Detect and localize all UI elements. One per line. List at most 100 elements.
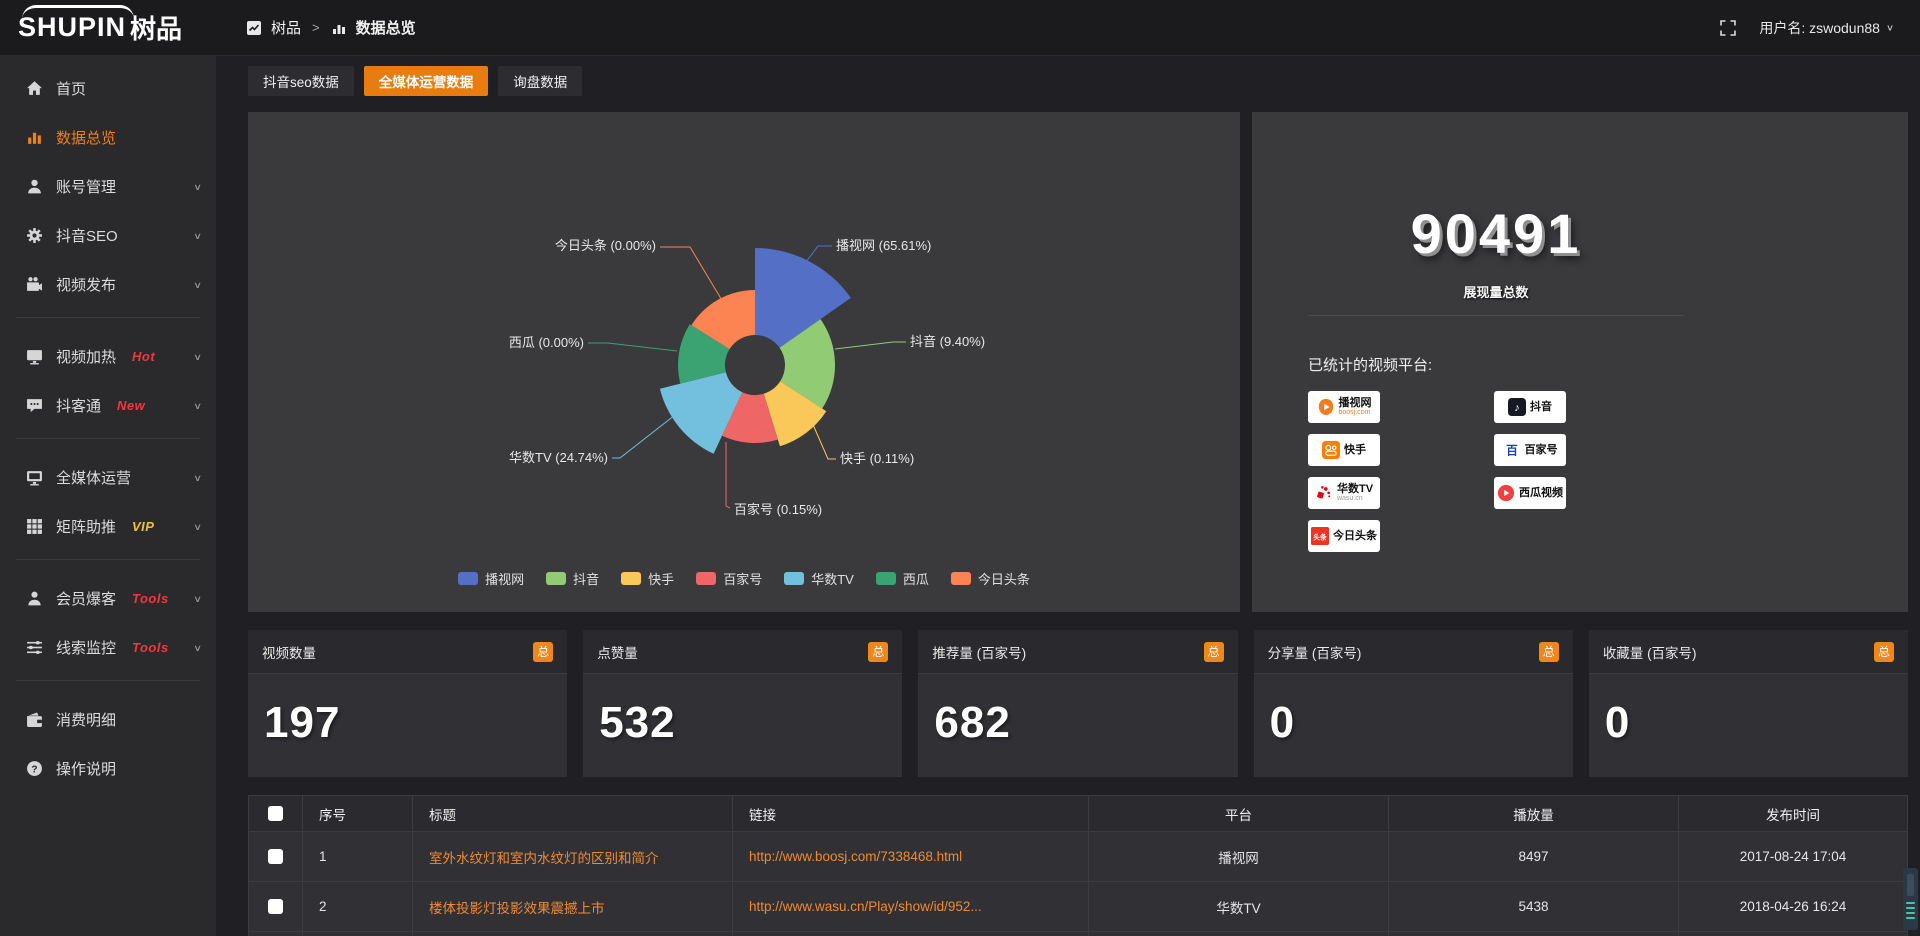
tab-询盘数据[interactable]: 询盘数据 <box>498 66 583 96</box>
pie-slice-西瓜[interactable] <box>678 324 730 384</box>
column-header-标题: 标题 <box>412 795 733 832</box>
pie-label-百家号: 百家号 (0.15%) <box>734 502 822 517</box>
pie-label-今日头条: 今日头条 (0.00%) <box>555 238 656 253</box>
pie-slice-百家号[interactable] <box>722 392 778 444</box>
sidebar-item-线索监控[interactable]: 线索监控 Tools ∨ <box>0 623 216 672</box>
sidebar-item-视频发布[interactable]: 视频发布 ∨ <box>0 260 216 309</box>
chat-icon <box>26 397 43 414</box>
svg-text:?: ? <box>31 764 37 775</box>
select-all-checkbox[interactable] <box>268 806 283 821</box>
legend-item-百家号[interactable]: 百家号 <box>696 569 762 588</box>
rose-pie-chart[interactable]: 播视网 (65.61%) 抖音 (9.40%) 快手 (0.11%) 百家号 (0.1… <box>248 112 1240 552</box>
platform-name: 百家号 <box>1524 443 1558 456</box>
table-header-row: 序号 标题 链接 平台 播放量 发布时间 <box>248 795 1908 832</box>
video-url-link[interactable]: http://www.wasu.cn/Play/show/id/952... <box>749 899 982 914</box>
breadcrumb-current[interactable]: 数据总览 <box>355 20 416 37</box>
row-checkbox[interactable] <box>268 899 283 914</box>
sidebar-item-label: 消费明细 <box>56 712 117 729</box>
sidebar-item-label: 视频加热 <box>56 349 117 366</box>
sidebar-item-首页[interactable]: 首页 <box>0 64 216 113</box>
sidebar: 首页 数据总览 账号管理 ∨ 抖音SEO ∨ 视频发布 ∨ 视频加热 Hot ∨ 抖客通 New ∨ 全媒体… <box>0 56 216 936</box>
video-title-link[interactable]: 楼体投影灯投影效果震撼上市 <box>429 900 605 916</box>
legend-swatch <box>621 572 642 585</box>
tab-全媒体运营数据[interactable]: 全媒体运营数据 <box>363 66 489 96</box>
gear-icon <box>26 227 43 244</box>
chevron-down-icon: ∨ <box>193 472 202 483</box>
user-menu[interactable]: 用户名: zswodun88 ∨ <box>1759 18 1894 38</box>
video-title-link[interactable]: 室外水纹灯和室内水纹灯的区别和简介 <box>429 850 659 866</box>
legend-item-华数TV[interactable]: 华数TV <box>784 569 854 588</box>
sidebar-divider <box>16 680 200 681</box>
pie-slice-快手[interactable] <box>763 381 827 447</box>
videos-table: 序号 标题 链接 平台 播放量 发布时间 1 室外水纹灯和室内水纹灯的区别和简介 http:/… <box>248 795 1908 936</box>
divider <box>1308 315 1684 316</box>
pie-label-西瓜: 西瓜 (0.00%) <box>509 335 584 350</box>
chevron-down-icon: ∨ <box>193 400 202 411</box>
breadcrumb-root[interactable]: 树品 <box>271 20 302 37</box>
kuaishou-logo <box>1322 441 1340 459</box>
sidebar-item-矩阵助推[interactable]: 矩阵助推 VIP ∨ <box>0 502 216 551</box>
widget-handle <box>1907 874 1914 896</box>
legend-item-抖音[interactable]: 抖音 <box>546 569 599 588</box>
sidebar-item-全媒体运营[interactable]: 全媒体运营 ∨ <box>0 453 216 502</box>
stat-value: 197 <box>264 698 341 747</box>
stat-card-header: 视频数量 总 <box>248 630 568 674</box>
legend-item-今日头条[interactable]: 今日头条 <box>950 569 1030 588</box>
platform-logo-grid: 播视网 boosj.com ♪ 抖音 快手 百百家号 华数TV wasu.cn 西瓜视频 头条 今日… <box>1308 391 1684 552</box>
table-row-partial <box>248 931 1908 936</box>
legend-item-播视网[interactable]: 播视网 <box>458 569 524 588</box>
sidebar-item-label: 矩阵助推 <box>56 519 117 536</box>
sidebar-item-会员爆客[interactable]: 会员爆客 Tools ∨ <box>0 574 216 623</box>
question-icon: ? <box>26 760 43 777</box>
pie-label-抖音: 抖音 (9.40%) <box>910 334 985 349</box>
cell-views: 5438 <box>1388 881 1679 932</box>
cell-platform: 华数TV <box>1088 881 1389 932</box>
sidebar-item-label: 抖音SEO <box>56 228 118 245</box>
svg-text:百: 百 <box>1506 445 1518 458</box>
stat-card-header: 推荐量 (百家号) 总 <box>918 630 1238 674</box>
tab-抖音seo数据[interactable]: 抖音seo数据 <box>248 66 354 96</box>
pie-label-line-华数TV <box>612 414 676 459</box>
baijiahao-logo: 百 <box>1502 441 1521 459</box>
bar-chart-icon <box>331 20 347 36</box>
pie-slice-播视网[interactable] <box>755 248 851 348</box>
breadcrumb-separator: > <box>312 20 320 35</box>
stat-card-header: 收藏量 (百家号) 总 <box>1588 630 1909 674</box>
pie-label-播视网: 播视网 (65.61%) <box>836 238 931 253</box>
fullscreen-icon[interactable] <box>1719 19 1737 37</box>
row-checkbox[interactable] <box>268 849 283 864</box>
sidebar-item-label: 视频发布 <box>56 277 117 294</box>
sidebar-item-操作说明[interactable]: ? 操作说明 <box>0 744 216 793</box>
sidebar-item-label: 会员爆客 <box>56 591 117 608</box>
video-url-link[interactable]: http://www.boosj.com/7338468.html <box>749 849 963 864</box>
wasu-logo <box>1315 484 1333 502</box>
sidebar-item-抖音SEO[interactable]: 抖音SEO ∨ <box>0 211 216 260</box>
chevron-down-icon: ∨ <box>1885 23 1894 33</box>
stat-value: 0 <box>1604 698 1631 747</box>
sidebar-badge-VIP: VIP <box>132 519 155 534</box>
sidebar-item-账号管理[interactable]: 账号管理 ∨ <box>0 162 216 211</box>
user-icon <box>26 178 43 195</box>
legend-swatch <box>875 572 896 585</box>
chevron-down-icon: ∨ <box>193 521 202 532</box>
floating-sidebar-widget[interactable] <box>1903 868 1918 930</box>
xigua-logo <box>1497 484 1515 502</box>
chart-legend: 播视网 抖音 快手 百家号 华数TV 西瓜 今日头条 <box>248 569 1240 588</box>
sliders-icon <box>26 639 43 656</box>
platform-badge-播视网: 播视网 boosj.com <box>1308 391 1380 423</box>
chevron-down-icon: ∨ <box>193 279 202 290</box>
stat-label: 收藏量 (百家号) <box>1602 645 1697 661</box>
pie-slice-今日头条[interactable] <box>691 290 755 350</box>
cell-time: 2018-04-26 16:24 <box>1678 881 1908 932</box>
pie-slice-抖音[interactable] <box>779 319 836 409</box>
legend-item-西瓜[interactable]: 西瓜 <box>875 569 929 588</box>
toutiao-logo: 头条 <box>1311 527 1329 545</box>
sidebar-item-视频加热[interactable]: 视频加热 Hot ∨ <box>0 332 216 381</box>
legend-item-快手[interactable]: 快手 <box>621 569 674 588</box>
table-row: 2 楼体投影灯投影效果震撼上市 http://www.wasu.cn/Play/sh… <box>248 881 1908 932</box>
stat-label: 视频数量 <box>262 645 316 661</box>
sidebar-item-抖客通[interactable]: 抖客通 New ∨ <box>0 381 216 430</box>
sidebar-item-数据总览[interactable]: 数据总览 <box>0 113 216 162</box>
pie-slice-华数TV[interactable] <box>659 372 743 454</box>
sidebar-item-消费明细[interactable]: 消费明细 <box>0 695 216 744</box>
